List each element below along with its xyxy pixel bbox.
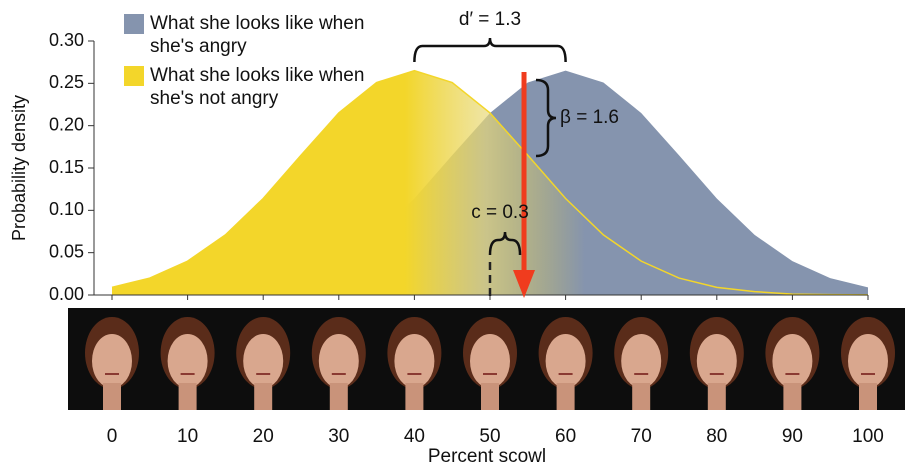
x-tick-label: 80 <box>706 426 727 447</box>
face-neck <box>254 383 273 410</box>
face-neck <box>707 383 726 410</box>
face-neck <box>859 383 877 410</box>
y-axis-label: Probability density <box>9 95 29 241</box>
legend-label: What she looks like when she's not angry <box>150 65 365 109</box>
face <box>167 334 208 388</box>
x-tick-label: 60 <box>555 426 576 447</box>
legend-swatch <box>124 14 144 34</box>
face-neck <box>481 383 499 410</box>
x-tick-label: 30 <box>328 426 349 447</box>
face-neck <box>632 383 651 410</box>
c-label: c = 0.3 <box>471 202 529 223</box>
x-tick-label: 40 <box>404 426 425 447</box>
legend-label: What she looks like when she's angry <box>150 13 365 57</box>
y-tick-label: 0.15 <box>49 157 84 177</box>
face <box>545 334 586 388</box>
y-tick-label: 0.10 <box>49 199 84 219</box>
y-tick-label: 0.05 <box>49 241 84 261</box>
x-tick-label: 70 <box>631 426 652 447</box>
y-tick-label: 0.20 <box>49 114 84 134</box>
beta-label: β = 1.6 <box>560 107 619 128</box>
face-neck <box>783 383 802 410</box>
line <box>111 69 869 296</box>
face-neck <box>178 383 197 410</box>
face <box>772 334 813 388</box>
face-neck <box>556 383 575 410</box>
face-neck <box>405 383 424 410</box>
x-tick-label: 0 <box>107 426 118 447</box>
face <box>621 334 662 388</box>
y-tick-label: 0.30 <box>49 30 84 50</box>
face <box>848 334 888 388</box>
face <box>394 334 435 388</box>
beta-brace <box>535 78 557 158</box>
face-neck <box>329 383 348 410</box>
x-tick-label: 20 <box>253 426 274 447</box>
d-prime-label: d′ = 1.3 <box>459 9 521 30</box>
x-axis-label: Percent scowl <box>428 446 546 467</box>
face <box>470 334 510 388</box>
x-tick-label: 10 <box>177 426 198 447</box>
criterion-arrowhead <box>513 270 536 298</box>
x-tick-label: 100 <box>852 426 884 447</box>
legend-swatch <box>124 66 144 86</box>
x-tick-label: 90 <box>782 426 803 447</box>
y-tick-label: 0.25 <box>49 72 84 92</box>
face <box>92 334 132 388</box>
face <box>318 334 359 388</box>
face-neck <box>103 383 121 410</box>
face <box>243 334 284 388</box>
d-prime-brace <box>413 37 567 63</box>
c-brace <box>488 231 522 256</box>
y-tick-label: 0.00 <box>49 284 84 304</box>
face <box>696 334 737 388</box>
x-tick-label: 50 <box>479 426 500 447</box>
area <box>112 70 868 295</box>
